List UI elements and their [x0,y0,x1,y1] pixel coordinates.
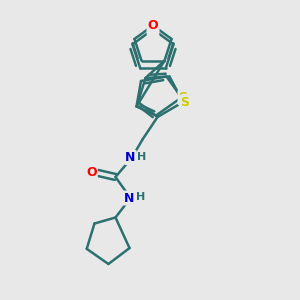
Text: O: O [148,19,158,32]
Text: S: S [178,91,188,104]
Text: O: O [86,166,97,179]
Text: H: H [137,152,146,162]
Text: O: O [148,23,158,36]
Text: N: N [124,191,134,205]
Text: H: H [136,192,145,203]
Text: N: N [125,151,136,164]
Text: S: S [180,95,189,109]
